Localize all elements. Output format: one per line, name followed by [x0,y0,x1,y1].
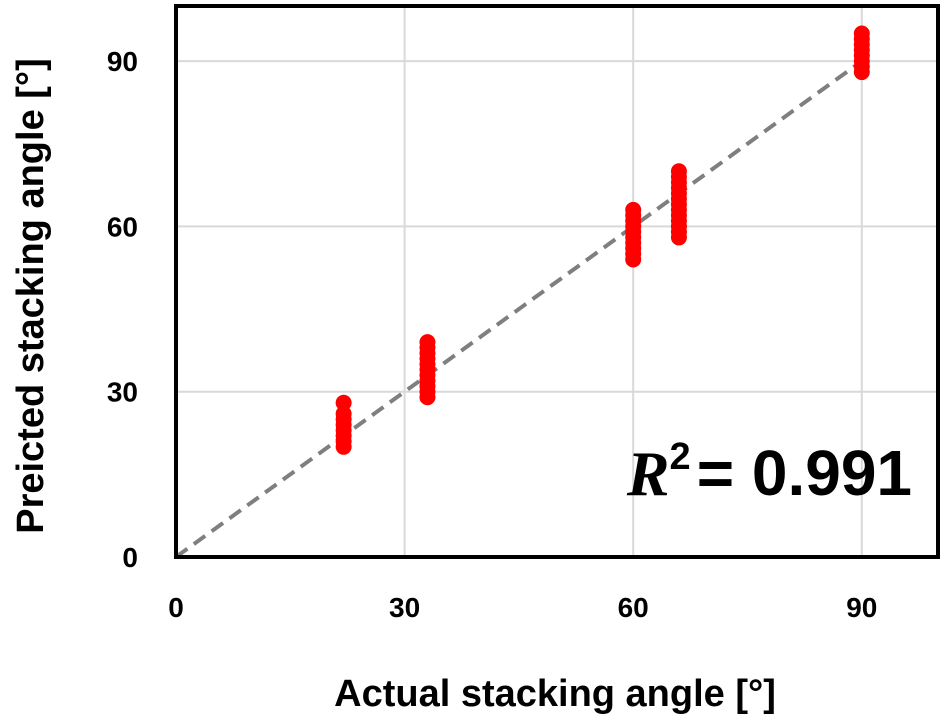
r-squared-value: = 0.991 [697,437,912,509]
y-axis-title: Preicted stacking angle [°] [10,58,52,534]
data-point [419,334,436,351]
x-tick-label: 0 [168,592,184,623]
data-point [853,25,870,42]
y-tick-label: 30 [107,377,138,408]
grid-lines [176,6,938,557]
x-tick-label: 90 [846,592,877,623]
x-axis-tick-labels: 0 30 60 90 [168,592,877,623]
x-tick-label: 30 [389,592,420,623]
reference-line-y-equals-x [174,59,863,559]
x-tick-label: 60 [618,592,649,623]
r-squared-superscript: 2 [670,436,691,478]
data-points [335,25,870,455]
y-tick-label: 60 [107,211,138,242]
data-point [335,405,352,422]
data-point [670,163,687,180]
y-tick-label: 90 [107,46,138,77]
data-point [625,201,642,218]
y-axis-tick-labels: 0 30 60 90 [107,46,138,573]
plot-frame [174,4,940,559]
r-squared-symbol: R [626,438,670,509]
y-tick-label: 0 [122,542,138,573]
r-squared-annotation: R2= 0.991 [626,436,912,509]
data-point [335,394,352,411]
x-axis-title: Actual stacking angle [°] [334,673,776,715]
